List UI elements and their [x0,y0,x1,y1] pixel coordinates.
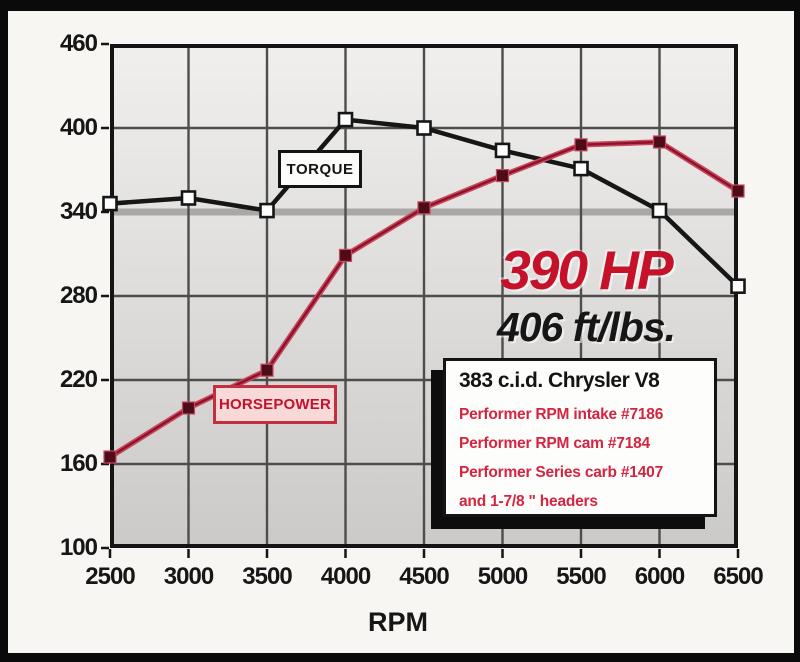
engine-spec-title: 383 c.i.d. Chrysler V8 [459,369,660,392]
horsepower-marker [181,401,196,415]
peak-hp-callout: 390 HP [500,239,673,301]
torque-series-label: TORQUE [278,150,362,188]
torque-marker [180,190,197,206]
y-tick-label: 280 [59,282,98,309]
torque-marker [102,195,118,212]
y-tick-label: 160 [59,450,98,477]
torque-marker [494,142,511,159]
horsepower-marker [652,135,667,149]
plot-area: TORQUE HORSEPOWER 390 HP 406 ft/lbs. 383… [101,42,746,558]
horsepower-marker [260,363,274,377]
x-tick-label: 4000 [320,563,371,590]
torque-marker [651,202,668,219]
horsepower-marker [731,184,745,198]
horsepower-series-label-text: HORSEPOWER [218,396,331,413]
chart-card: TORQUE HORSEPOWER 390 HP 406 ft/lbs. 383… [8,11,794,653]
y-tick-label: 460 [59,30,98,57]
peak-torque-callout: 406 ft/lbs. [496,304,676,350]
torque-marker [573,160,589,177]
torque-marker [416,120,432,136]
y-tick-label: 400 [59,114,98,141]
x-tick-label: 5500 [556,563,606,590]
x-tick-label: 3000 [163,563,214,590]
horsepower-marker [574,138,588,152]
spec-line-intake: Performer RPM intake #7186 [459,406,664,423]
dyno-chart [101,42,746,558]
x-tick-label: 2500 [85,563,135,590]
spec-line-headers: and 1-7/8 " headers [459,493,598,510]
y-tick-label: 100 [59,534,98,561]
horsepower-marker [338,248,353,262]
x-tick-label: 3500 [242,563,292,590]
spec-line-cam: Performer RPM cam #7184 [459,435,650,452]
torque-series-label-text: TORQUE [286,160,354,178]
horsepower-marker [417,201,431,215]
spec-line-carb: Performer Series carb #1407 [459,464,663,481]
x-tick-label: 4500 [399,563,449,590]
horsepower-marker [495,168,510,183]
torque-marker [730,278,746,294]
x-tick-label: 6500 [713,563,763,590]
torque-marker [337,111,354,128]
x-tick-label: 5000 [477,563,528,590]
plot-border [110,44,738,548]
engine-spec-box: 383 c.i.d. Chrysler V8 Performer RPM int… [443,358,717,517]
y-tick-label: 220 [59,366,98,393]
horsepower-series-label: HORSEPOWER [213,385,337,424]
horsepower-marker [103,450,117,464]
x-axis-title: RPM [368,607,428,637]
x-tick-label: 6000 [634,563,685,590]
y-tick-label: 340 [59,198,98,225]
torque-marker [259,202,275,219]
